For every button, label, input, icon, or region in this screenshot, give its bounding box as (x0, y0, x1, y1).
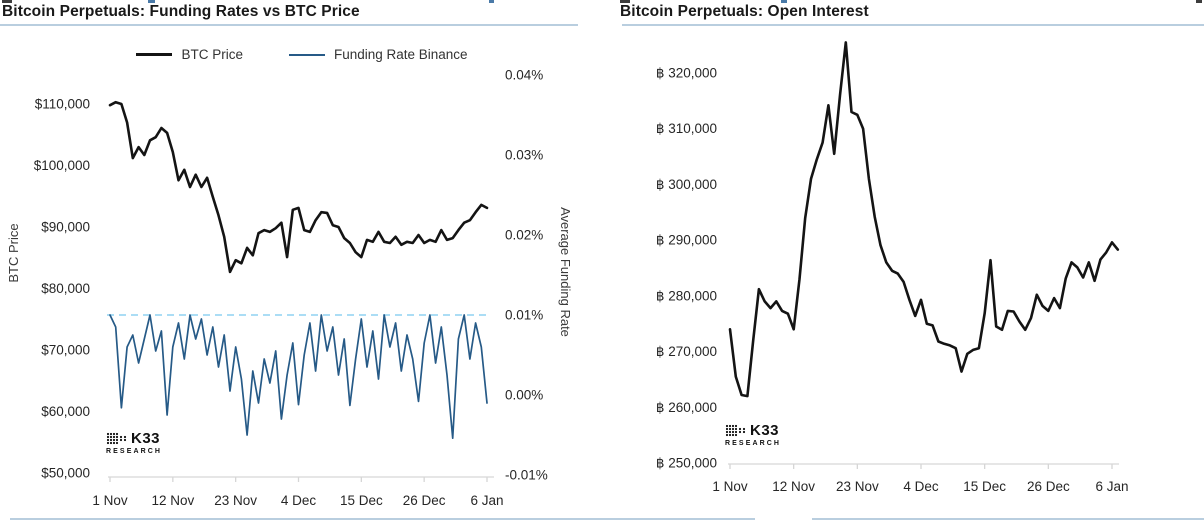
cropped-text-remnant (489, 0, 494, 3)
svg-text:$50,000: $50,000 (41, 466, 90, 481)
svg-text:23 Nov: 23 Nov (214, 493, 257, 508)
svg-text:12 Nov: 12 Nov (151, 493, 194, 508)
cropped-text-remnant (620, 0, 630, 3)
svg-text:$70,000: $70,000 (41, 343, 90, 358)
svg-text:$110,000: $110,000 (35, 97, 90, 112)
svg-text:฿ 260,000: ฿ 260,000 (656, 400, 717, 415)
svg-text:1 Nov: 1 Nov (92, 493, 128, 508)
svg-text:0.02%: 0.02% (505, 228, 543, 243)
svg-text:26 Dec: 26 Dec (1027, 479, 1070, 494)
left-chart-title: Bitcoin Perpetuals: Funding Rates vs BTC… (2, 3, 360, 20)
legend-item-btc-price: BTC Price (136, 47, 243, 62)
k33-dot-matrix-icon (106, 432, 127, 445)
open-interest-chart-panel: Bitcoin Perpetuals: Open Interest 1 Nov 1… (610, 0, 1204, 525)
left-panel-bottom-border (10, 518, 755, 520)
svg-text:0.01%: 0.01% (505, 308, 543, 323)
k33-logo-subtext: RESEARCH (725, 440, 782, 447)
svg-text:15 Dec: 15 Dec (963, 479, 1006, 494)
left-title-underline (0, 24, 578, 26)
svg-text:26 Dec: 26 Dec (403, 493, 446, 508)
btc-price-line-swatch (136, 53, 173, 56)
cropped-text-remnant (148, 0, 155, 3)
right-title-underline (622, 24, 1204, 26)
svg-text:0.00%: 0.00% (505, 388, 543, 403)
svg-text:$100,000: $100,000 (34, 158, 90, 173)
svg-text:$60,000: $60,000 (41, 404, 90, 419)
funding-rates-chart-panel: Bitcoin Perpetuals: Funding Rates vs BTC… (0, 3, 604, 509)
svg-text:฿ 280,000: ฿ 280,000 (656, 288, 717, 303)
right-chart-title: Bitcoin Perpetuals: Open Interest (620, 3, 869, 20)
right-panel-bottom-border (812, 518, 1204, 520)
open-interest-plot: 1 Nov 12 Nov 23 Nov 4 Dec 15 Dec 26 Dec 6 Jan ฿… (656, 41, 1129, 494)
svg-text:฿ 320,000: ฿ 320,000 (656, 66, 717, 81)
svg-text:฿ 290,000: ฿ 290,000 (656, 233, 717, 248)
svg-text:$80,000: $80,000 (41, 281, 90, 296)
svg-text:BTC Price: BTC Price (6, 223, 21, 282)
svg-text:1 Nov: 1 Nov (712, 479, 748, 494)
svg-text:0.03%: 0.03% (505, 148, 543, 163)
svg-text:4 Dec: 4 Dec (903, 479, 939, 494)
svg-text:0.04%: 0.04% (505, 68, 543, 83)
legend-label-funding-rate: Funding Rate Binance (333, 47, 468, 62)
svg-text:23 Nov: 23 Nov (836, 479, 879, 494)
left-chart-legend: BTC Price Funding Rate Binance (0, 47, 604, 62)
k33-dot-matrix-icon (725, 424, 746, 437)
k33-logo-subtext: RESEARCH (106, 448, 163, 455)
svg-text:6 Jan: 6 Jan (470, 493, 503, 508)
legend-label-btc-price: BTC Price (181, 47, 243, 62)
svg-text:฿ 300,000: ฿ 300,000 (656, 177, 717, 192)
legend-item-funding-rate: Funding Rate Binance (288, 47, 468, 62)
svg-text:$90,000: $90,000 (41, 220, 90, 235)
svg-text:6 Jan: 6 Jan (1095, 479, 1128, 494)
k33-logo-text: K33 (750, 422, 780, 439)
k33-logo-text: K33 (131, 430, 161, 447)
k33-research-logo: K33 RESEARCH (725, 423, 781, 447)
svg-text:฿ 270,000: ฿ 270,000 (656, 344, 717, 359)
k33-research-logo: K33 RESEARCH (106, 431, 162, 455)
funding-vs-price-plot: 1 Nov 12 Nov 23 Nov 4 Dec 15 Dec 26 Dec 6 Jan $… (6, 68, 573, 509)
svg-text:฿ 250,000: ฿ 250,000 (656, 456, 717, 471)
cropped-text-remnant (1196, 0, 1202, 3)
svg-text:15 Dec: 15 Dec (340, 493, 383, 508)
funding-rate-line-swatch (288, 53, 325, 56)
cropped-text-remnant (2, 0, 12, 3)
svg-text:-0.01%: -0.01% (505, 468, 548, 483)
cropped-text-remnant (781, 0, 787, 3)
svg-text:12 Nov: 12 Nov (772, 479, 815, 494)
svg-text:4 Dec: 4 Dec (281, 493, 317, 508)
svg-text:฿ 310,000: ฿ 310,000 (656, 121, 717, 136)
svg-text:Average Funding Rate: Average Funding Rate (558, 207, 573, 337)
